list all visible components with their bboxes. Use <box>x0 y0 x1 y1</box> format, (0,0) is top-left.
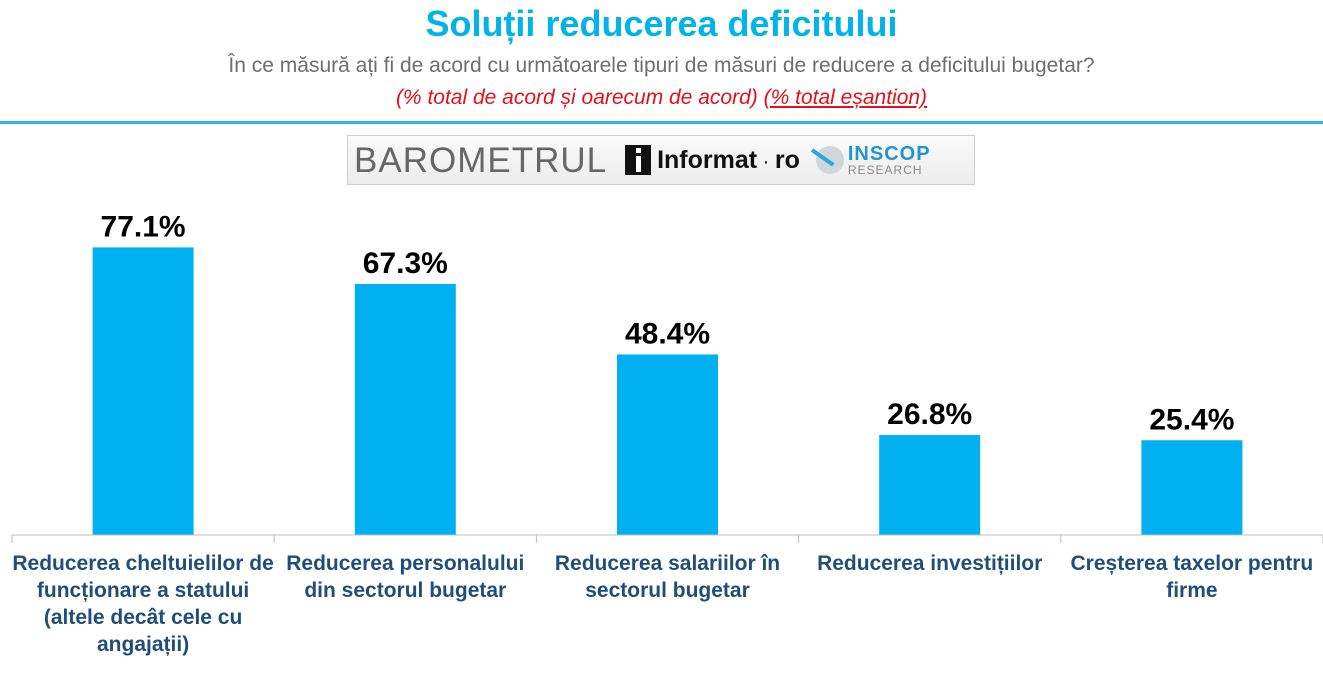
header-divider <box>0 121 1323 124</box>
note-base: (% total eșantion) <box>763 86 928 109</box>
bar-2 <box>354 283 456 535</box>
informat-icon <box>625 145 652 175</box>
barometrul-logo-banner: BAROMETRUL Informat · ro INSCOP RESEARCH <box>347 135 975 185</box>
bar-4 <box>879 435 981 535</box>
note-main: (% total de acord și oarecum de acord) <box>395 86 758 109</box>
inscop-icon <box>815 146 844 174</box>
bar-1 <box>92 247 194 536</box>
category-label-4: Reducerea investițiilor <box>817 552 1043 575</box>
barometrul-wordmark: BAROMETRUL <box>354 140 608 180</box>
informat-wordmark: Informat · ro <box>657 145 800 174</box>
value-label-4: 26.8% <box>887 398 972 431</box>
category-label-5: Creșterea taxelor pentru firme <box>1070 552 1314 602</box>
chart-note: (% total de acord și oarecum de acord) (… <box>0 84 1323 112</box>
value-label-1: 77.1% <box>101 210 186 243</box>
chart-title: Soluții reducerea deficitului <box>425 3 898 44</box>
informat-name: Informat <box>657 145 758 174</box>
inscop-logo: INSCOP RESEARCH <box>815 144 931 176</box>
value-label-5: 25.4% <box>1149 403 1234 436</box>
inscop-name: INSCOP <box>847 143 931 165</box>
category-label-3: Reducerea salariilor în sectorul bugetar <box>554 552 781 602</box>
bar-5 <box>1141 440 1243 535</box>
category-label-2: Reducerea personalului din sectorul buge… <box>286 552 525 602</box>
inscop-wordmark: INSCOP RESEARCH <box>848 144 931 176</box>
informat-suffix: ro <box>774 145 800 174</box>
bar-3 <box>617 354 718 535</box>
inscop-research: RESEARCH <box>847 163 923 177</box>
chart-subtitle: În ce măsură ați fi de acord cu următoar… <box>228 54 1095 77</box>
category-label-1: Reducerea cheltuielilor de funcționare a… <box>12 552 274 656</box>
value-label-2: 67.3% <box>363 247 448 280</box>
value-label-3: 48.4% <box>625 317 710 350</box>
